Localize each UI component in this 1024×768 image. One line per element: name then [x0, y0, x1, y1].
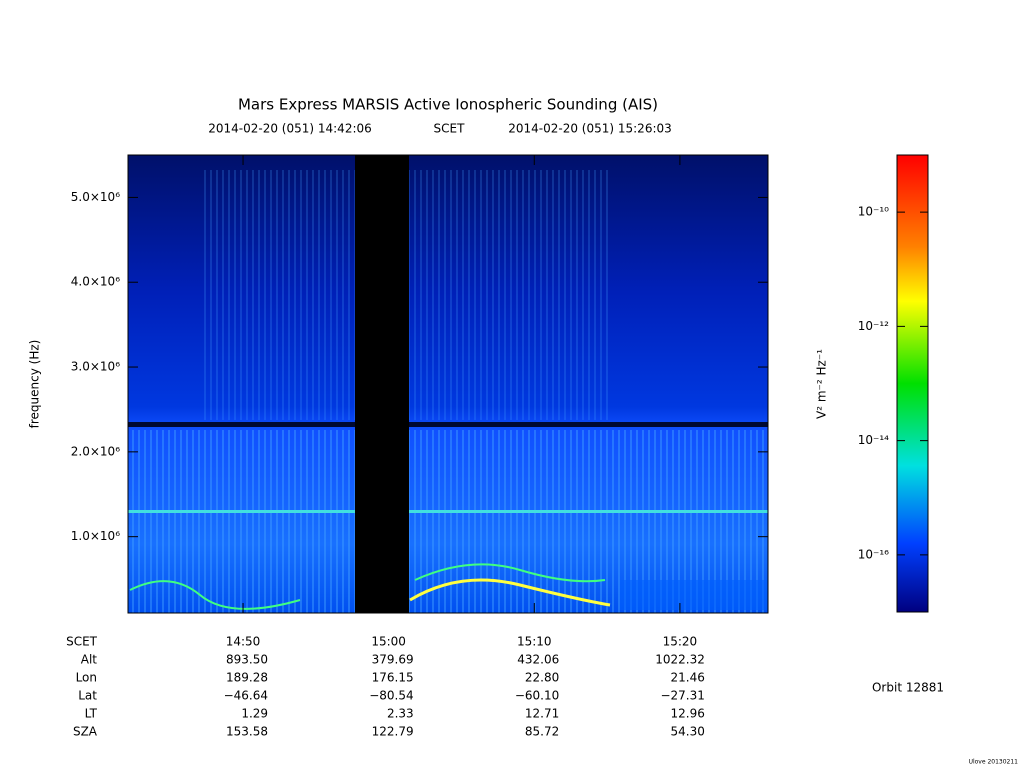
ephemeris-value: 189.28 — [226, 671, 268, 685]
time-scale: SCET — [434, 122, 466, 136]
ephemeris-value: 1.29 — [241, 707, 268, 721]
x-tick-label: 15:00 — [371, 635, 406, 649]
x-tick-label: 15:10 — [517, 635, 552, 649]
x-tick-label: 15:20 — [663, 635, 698, 649]
y-tick-label: 5.0×10⁶ — [71, 190, 120, 204]
ephemeris-value: 122.79 — [372, 725, 414, 739]
ephemeris-value: −27.31 — [660, 689, 704, 703]
chart-title: Mars Express MARSIS Active Ionospheric S… — [238, 96, 658, 114]
ephemeris-label: Alt — [81, 653, 98, 667]
ephemeris-value: 22.80 — [525, 671, 559, 685]
version-label: Ulove 20130211 — [969, 759, 1019, 766]
ephemeris-value: −60.10 — [515, 689, 559, 703]
orbit-label: Orbit 12881 — [872, 681, 944, 695]
plot-frame — [127, 154, 769, 614]
ephemeris-value: −46.64 — [224, 689, 268, 703]
colorbar-tick-label: 10⁻¹⁴ — [858, 433, 889, 447]
colorbar-tick-label: 10⁻¹² — [858, 319, 889, 333]
ephemeris-value: 176.15 — [372, 671, 414, 685]
ephemeris-label: LT — [85, 707, 98, 721]
colorbar-tick-label: 10⁻¹⁶ — [858, 547, 889, 561]
ephemeris-value: 85.72 — [525, 725, 559, 739]
y-axis-label: frequency (Hz) — [28, 340, 42, 429]
ephemeris-label: Lat — [78, 689, 97, 703]
colorbar-label: V² m⁻² Hz⁻¹ — [815, 349, 829, 419]
ephemeris-value: 153.58 — [226, 725, 268, 739]
ephemeris-label: SZA — [73, 725, 98, 739]
start-time: 2014-02-20 (051) 14:42:06 — [208, 122, 372, 136]
colorbar — [896, 154, 929, 613]
ephemeris-value: 54.30 — [671, 725, 705, 739]
ephemeris-value: −80.54 — [369, 689, 413, 703]
end-time: 2014-02-20 (051) 15:26:03 — [508, 122, 672, 136]
ephemeris-value: 21.46 — [671, 671, 705, 685]
ephemeris-value: 1022.32 — [655, 653, 705, 667]
ephemeris-label: Lon — [76, 671, 97, 685]
ephemeris-value: 893.50 — [226, 653, 268, 667]
ephemeris-label: SCET — [66, 635, 98, 649]
ephemeris-value: 379.69 — [372, 653, 414, 667]
ephemeris-value: 2.33 — [387, 707, 414, 721]
x-tick-label: 14:50 — [226, 635, 261, 649]
y-tick-label: 3.0×10⁶ — [71, 360, 120, 374]
spectrogram-image — [128, 155, 768, 613]
colorbar-tick-label: 10⁻¹⁰ — [858, 205, 889, 219]
y-tick-label: 4.0×10⁶ — [71, 275, 120, 289]
ephemeris-value: 432.06 — [517, 653, 559, 667]
ephemeris-value: 12.71 — [525, 707, 559, 721]
ephemeris-value: 12.96 — [671, 707, 705, 721]
y-tick-label: 2.0×10⁶ — [71, 444, 120, 458]
y-tick-label: 1.0×10⁶ — [71, 529, 120, 543]
